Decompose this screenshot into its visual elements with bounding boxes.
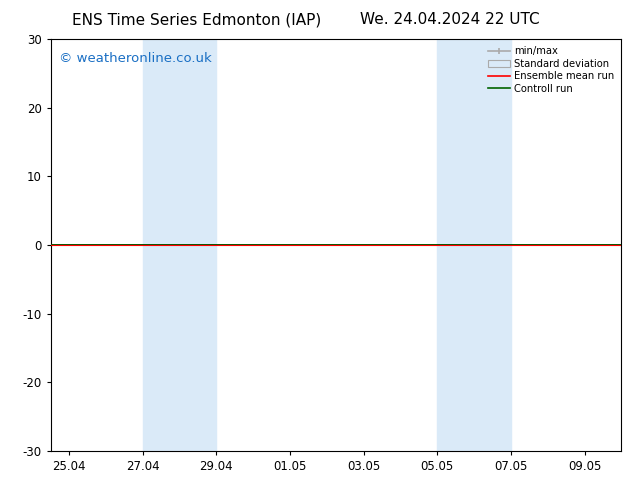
Text: We. 24.04.2024 22 UTC: We. 24.04.2024 22 UTC xyxy=(360,12,540,27)
Text: ENS Time Series Edmonton (IAP): ENS Time Series Edmonton (IAP) xyxy=(72,12,321,27)
Bar xyxy=(437,39,511,451)
Text: © weatheronline.co.uk: © weatheronline.co.uk xyxy=(59,51,212,65)
Legend: min/max, Standard deviation, Ensemble mean run, Controll run: min/max, Standard deviation, Ensemble me… xyxy=(486,44,616,96)
Bar xyxy=(143,39,216,451)
